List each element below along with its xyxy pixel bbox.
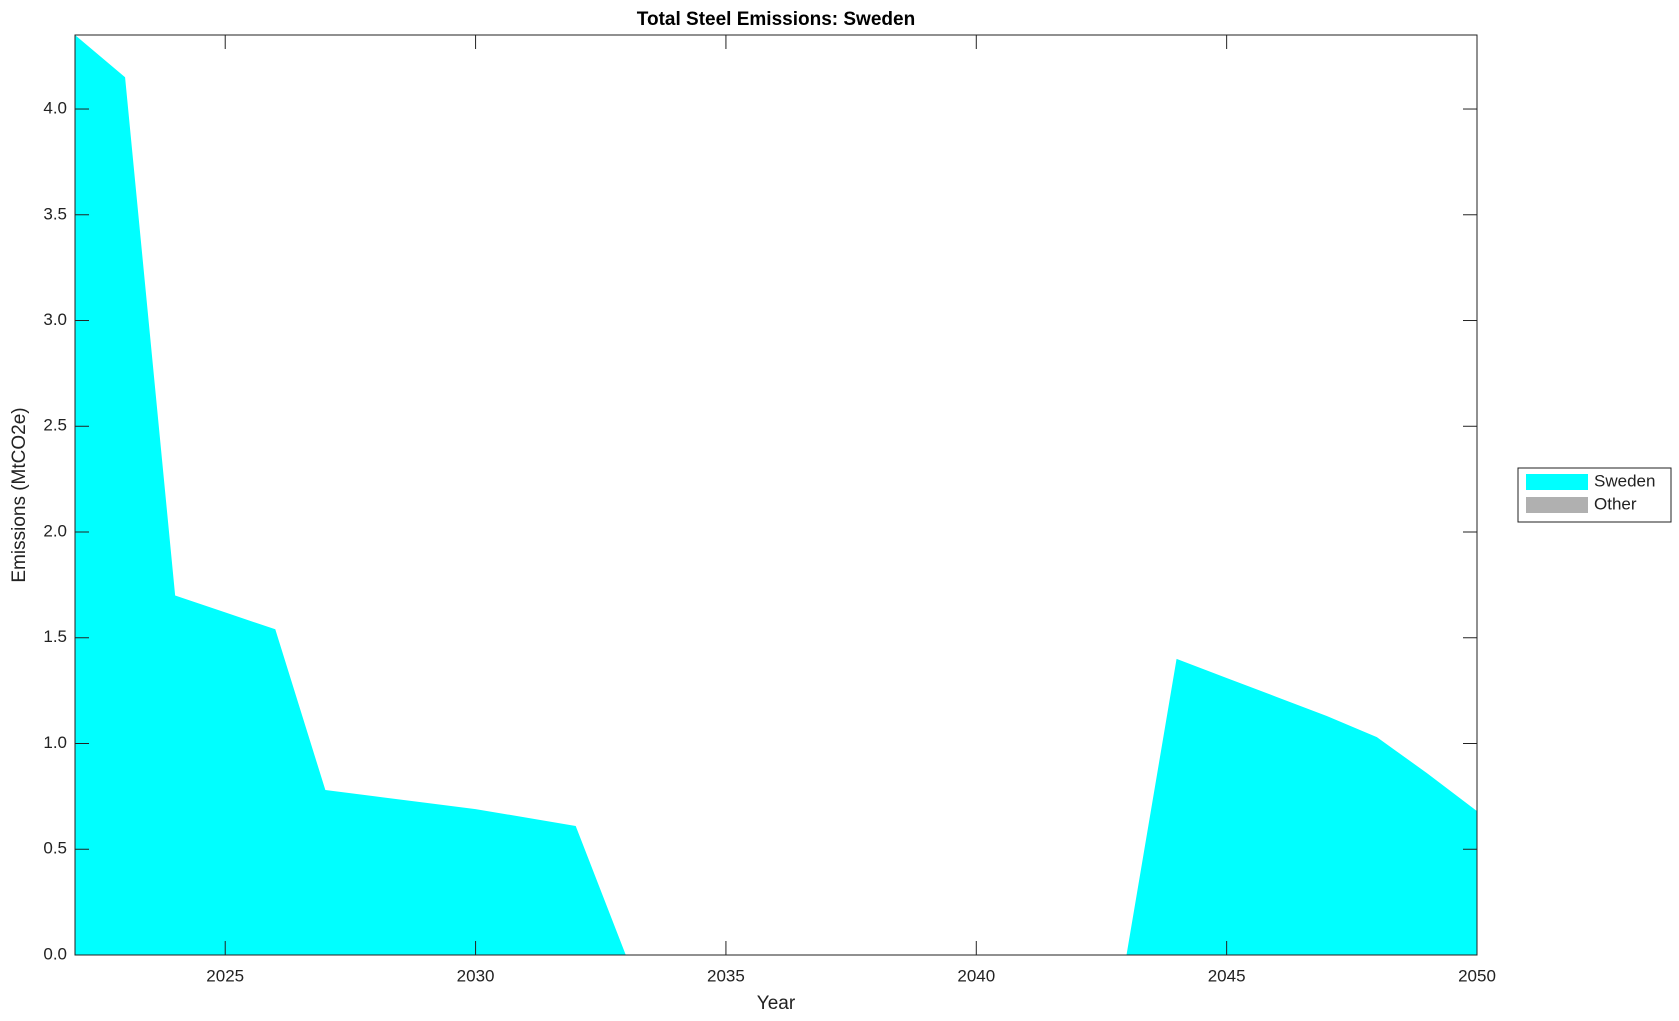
y-tick-label: 1.0: [43, 733, 67, 752]
y-tick-label: 0.5: [43, 839, 67, 858]
x-tick-label: 2035: [707, 966, 745, 985]
y-axis-label: Emissions (MtCO2e): [9, 407, 30, 582]
x-tick-label: 2050: [1458, 966, 1496, 985]
y-tick-label: 2.0: [43, 521, 67, 540]
legend-swatch: [1526, 474, 1588, 490]
y-tick-label: 4.0: [43, 99, 67, 118]
y-tick-label: 2.5: [43, 416, 67, 435]
x-tick-label: 2030: [457, 966, 495, 985]
legend-label: Sweden: [1594, 471, 1655, 490]
x-tick-label: 2045: [1208, 966, 1246, 985]
y-tick-label: 0.0: [43, 944, 67, 963]
legend-label: Other: [1594, 494, 1637, 513]
area: [75, 35, 1477, 955]
chart-title: Total Steel Emissions: Sweden: [637, 9, 915, 30]
legend-swatch: [1526, 497, 1588, 513]
y-tick-label: 3.5: [43, 204, 67, 223]
x-tick-label: 2040: [957, 966, 995, 985]
y-tick-label: 1.5: [43, 627, 67, 646]
x-axis-label: Year: [757, 993, 796, 1014]
y-tick-label: 3.0: [43, 310, 67, 329]
x-tick-label: 2025: [206, 966, 244, 985]
plot-frame: [74, 34, 1478, 956]
